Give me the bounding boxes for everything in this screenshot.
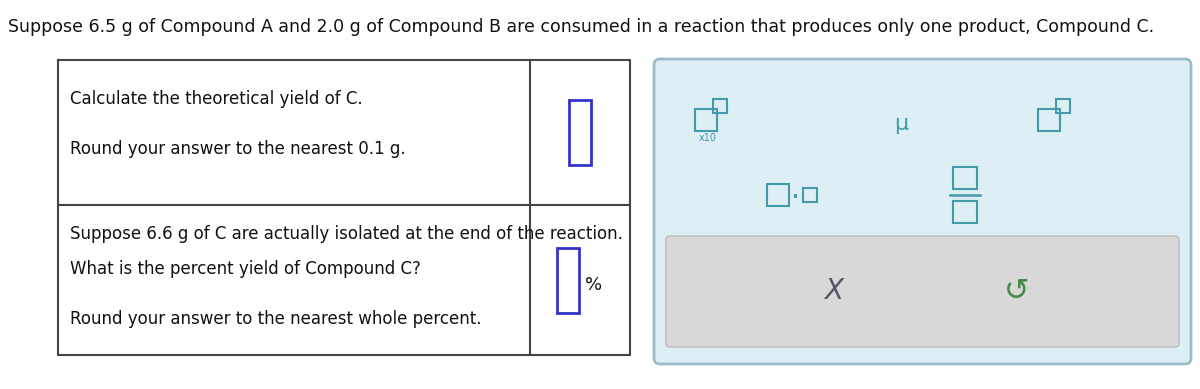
- Text: ·: ·: [791, 184, 799, 212]
- Text: μ: μ: [894, 114, 908, 134]
- Text: What is the percent yield of Compound C?: What is the percent yield of Compound C?: [70, 260, 421, 278]
- Text: X: X: [823, 277, 842, 305]
- Text: Suppose 6.5 g of Compound A and 2.0 g of Compound B are consumed in a reaction t: Suppose 6.5 g of Compound A and 2.0 g of…: [8, 18, 1154, 36]
- Bar: [557, 247, 580, 312]
- Text: %: %: [586, 276, 602, 294]
- Bar: [767, 184, 790, 206]
- Text: Round your answer to the nearest 0.1 g.: Round your answer to the nearest 0.1 g.: [70, 140, 406, 158]
- Bar: [695, 109, 718, 131]
- Bar: [1038, 109, 1060, 131]
- FancyBboxPatch shape: [654, 59, 1190, 364]
- Text: Suppose 6.6 g of C are actually isolated at the end of the reaction.: Suppose 6.6 g of C are actually isolated…: [70, 225, 623, 243]
- Text: Round your answer to the nearest whole percent.: Round your answer to the nearest whole p…: [70, 310, 481, 328]
- FancyBboxPatch shape: [666, 236, 1178, 347]
- Bar: [569, 100, 592, 165]
- Text: x10: x10: [698, 133, 718, 143]
- Bar: [803, 188, 817, 202]
- Bar: [953, 167, 977, 189]
- Text: Calculate the theoretical yield of C.: Calculate the theoretical yield of C.: [70, 90, 362, 108]
- Bar: [713, 99, 727, 113]
- Bar: [953, 201, 977, 223]
- Bar: [1056, 99, 1070, 113]
- Text: ↺: ↺: [1004, 277, 1030, 306]
